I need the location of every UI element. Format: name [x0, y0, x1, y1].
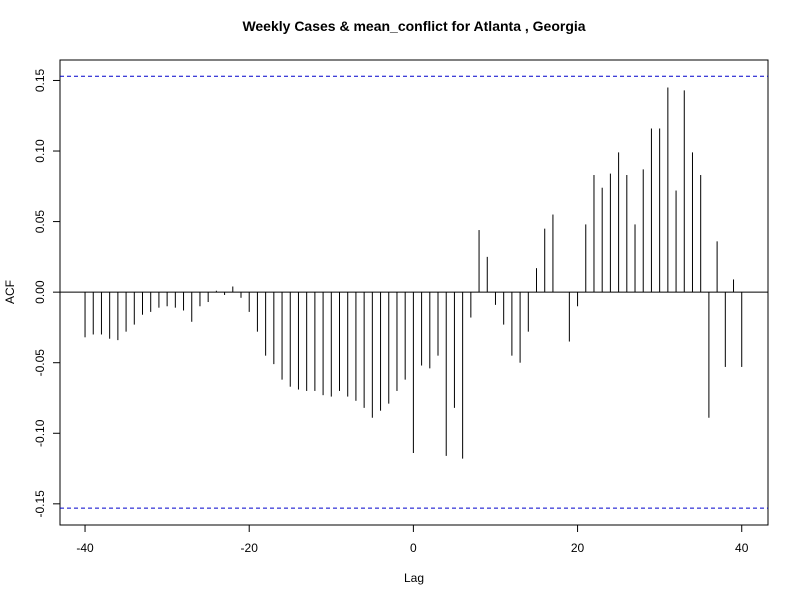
- y-tick-label: -0.10: [33, 419, 47, 447]
- x-tick-label: -40: [76, 541, 94, 555]
- y-tick-label: -0.05: [33, 349, 47, 377]
- y-tick-label: 0.15: [33, 68, 47, 92]
- y-axis-label: ACF: [3, 280, 17, 304]
- y-tick-label: -0.15: [33, 490, 47, 518]
- x-tick-label: -20: [241, 541, 259, 555]
- x-tick-label: 40: [735, 541, 749, 555]
- chart-title: Weekly Cases & mean_conflict for Atlanta…: [242, 18, 585, 34]
- y-tick-label: 0.10: [33, 139, 47, 163]
- x-tick-label: 20: [571, 541, 585, 555]
- x-axis-label: Lag: [404, 571, 424, 585]
- y-tick-label: 0.00: [33, 280, 47, 304]
- x-tick-label: 0: [410, 541, 417, 555]
- y-tick-label: 0.05: [33, 210, 47, 234]
